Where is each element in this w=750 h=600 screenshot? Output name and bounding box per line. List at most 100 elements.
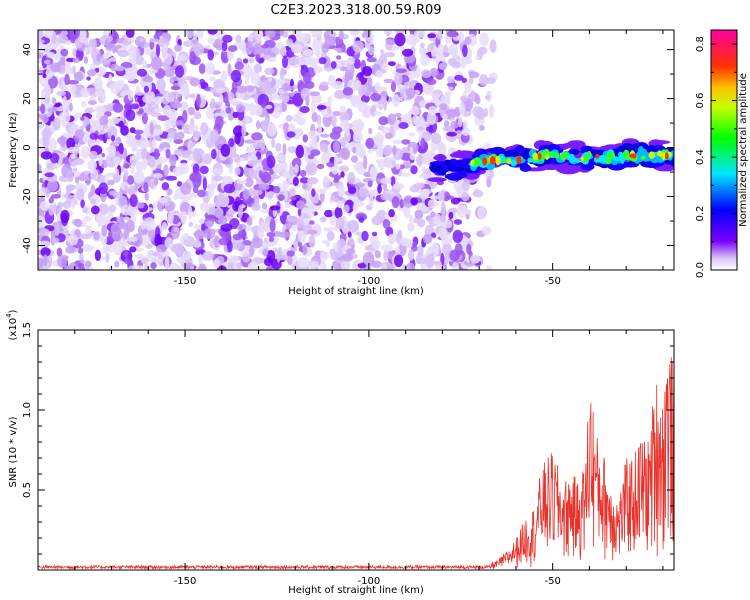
signal-blob [598,154,608,164]
noise-blob [196,93,201,108]
colorbar-label: Normalized spectral amplitude [738,73,749,227]
snr-x-label: Height of straight line (km) [288,585,424,596]
snr-multiplier-close: ) [8,309,19,313]
noise-blob [44,84,51,98]
noise-blob [338,165,350,172]
noise-blob [110,135,116,142]
snr-multiplier-base: (x10 [8,318,19,341]
noise-blob [42,133,48,146]
noise-blob [264,67,275,75]
noise-blob [273,247,278,253]
noise-blob [359,189,371,198]
noise-blob [174,44,182,52]
noise-blob [204,62,216,75]
spectrogram-x-tick-label: -50 [545,276,561,287]
noise-blob [69,30,78,41]
noise-blob [302,245,308,256]
noise-blob [290,196,297,201]
noise-blob [93,77,103,90]
noise-blob [369,166,378,178]
snr-y-tick-label: 1.5 [22,322,33,338]
signal-blob [640,155,646,160]
noise-blob [61,30,68,37]
noise-blob [305,95,310,107]
noise-blob [265,266,273,270]
noise-blob [87,87,97,92]
noise-blob [40,247,51,257]
noise-blob [115,136,122,145]
noise-blob [261,202,268,210]
noise-blob [182,250,192,260]
noise-blob [233,125,245,137]
noise-blob [383,144,393,156]
noise-blob [124,169,129,181]
noise-blob [123,216,130,221]
signal-blob [648,151,655,159]
noise-blob [78,173,86,182]
noise-blob [173,138,184,144]
noise-blob [253,63,263,73]
noise-blob [341,147,349,155]
noise-blob [173,227,180,233]
noise-blob [150,262,157,270]
noise-blob [66,170,74,183]
noise-blob [387,61,396,67]
noise-blob [193,111,202,120]
noise-blob [87,159,97,171]
noise-blob [279,254,289,261]
noise-blob [167,130,176,139]
noise-blob [328,31,337,38]
signal-blob [595,154,600,159]
noise-blob [57,207,63,212]
noise-blob [431,241,438,254]
noise-blob [151,140,157,149]
noise-blob [109,57,117,62]
noise-blob [176,256,186,264]
noise-blob [408,249,415,261]
noise-blob [192,240,202,248]
noise-blob [206,203,216,217]
noise-blob [349,30,360,37]
noise-blob [127,185,136,197]
noise-blob [380,192,393,201]
signal-blob [470,159,475,166]
noise-blob [354,259,363,264]
noise-blob [80,146,90,159]
noise-blob [80,259,85,264]
noise-blob [228,138,235,148]
noise-blob [248,245,255,258]
noise-blob [244,139,255,144]
spectrogram-y-tick-label: -20 [22,188,33,204]
noise-blob [113,243,123,256]
noise-blob [481,226,492,236]
noise-blob [400,152,413,162]
noise-blob [111,116,120,125]
noise-blob [382,218,391,229]
noise-blob [381,126,390,135]
noise-blob [252,104,263,117]
noise-blob [289,187,296,198]
noise-blob [328,74,336,86]
noise-blob [221,41,228,52]
noise-blob [446,30,459,38]
svg-text:(x104): (x104) [5,309,19,340]
noise-blob [155,43,161,58]
snr-y-tick-label: 0.5 [22,482,33,498]
noise-blob [310,30,323,39]
signal-blob [434,153,447,162]
noise-blob [410,165,418,175]
noise-blob [260,208,270,214]
noise-blob [410,115,421,126]
noise-blob [193,147,201,162]
noise-blob [307,229,318,235]
noise-blob [269,205,281,211]
noise-blob [143,182,149,192]
noise-blob [267,57,277,62]
noise-blob [442,114,448,120]
noise-blob [72,48,77,57]
noise-blob [165,148,171,159]
spectrogram-y-tick-label: 20 [22,92,33,105]
noise-blob [175,120,186,126]
noise-blob [127,45,137,57]
noise-blob [395,163,401,170]
